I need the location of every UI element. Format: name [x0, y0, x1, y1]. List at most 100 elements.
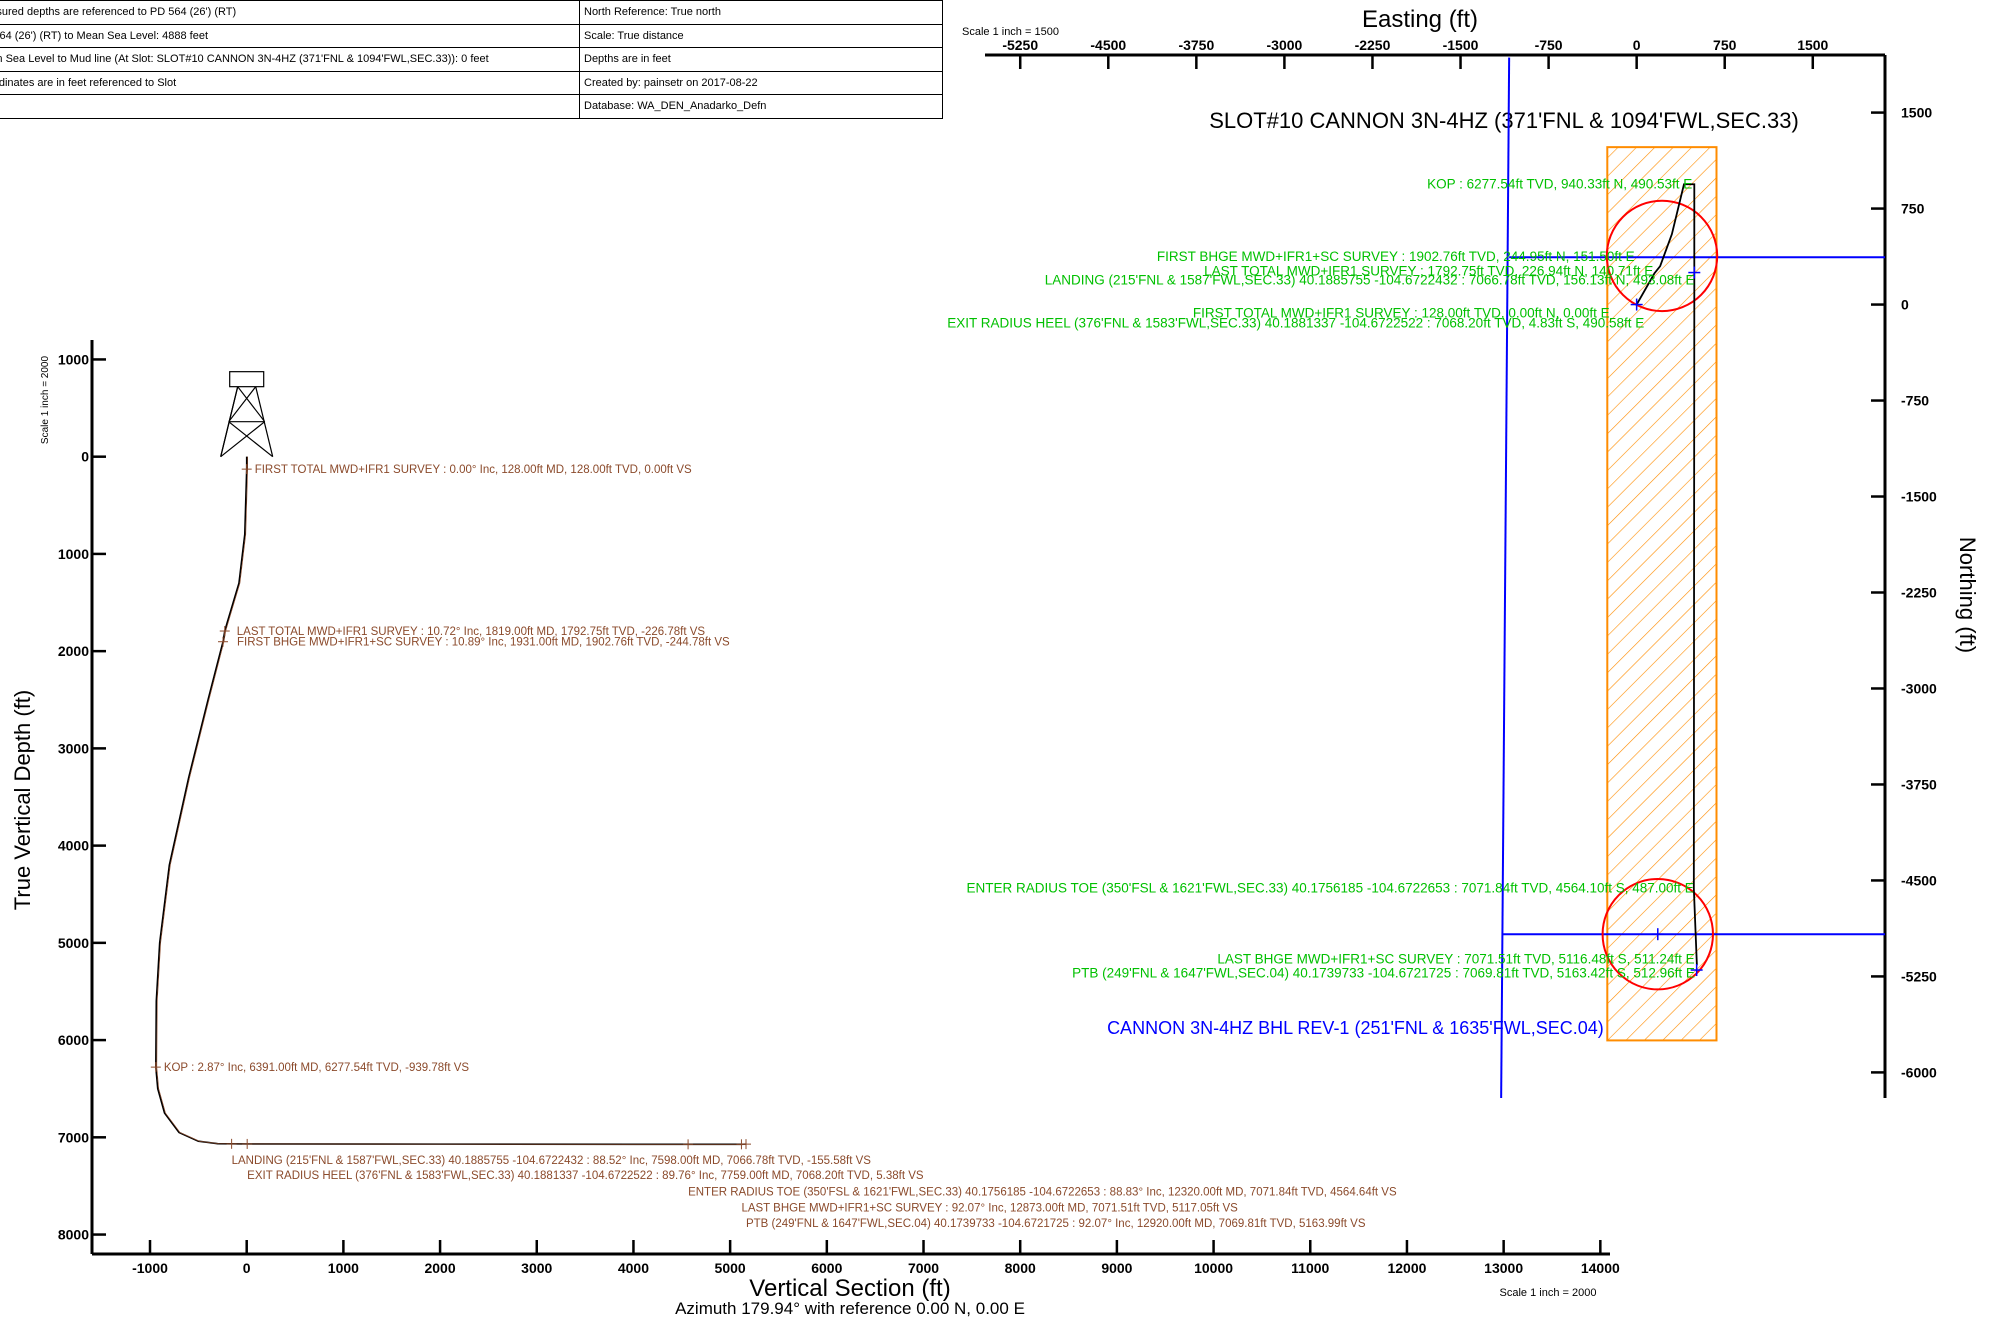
info-cell [0, 94, 580, 119]
vs-annotation: FIRST BHGE MWD+IFR1+SC SURVEY : 10.89° I… [237, 637, 730, 649]
plan-annotation: LAST BHGE MWD+IFR1+SC SURVEY : 7071.51ft… [1217, 951, 1694, 966]
vs-annotation: PTB (249'FNL & 1647'FWL,SEC.04) 40.17397… [746, 1218, 1366, 1230]
plan-y-tick-label: -750 [1901, 393, 1929, 409]
vs-y-tick-label: 8000 [58, 1227, 89, 1243]
plan-x-tick-label: -5250 [1002, 37, 1038, 53]
vs-x-tick-label: 5000 [715, 1260, 746, 1276]
info-row: PD 564 (26') (RT) to Mean Sea Level: 488… [0, 23, 943, 48]
plan-x-tick-label: -750 [1535, 37, 1563, 53]
info-cell: Database: WA_DEN_Anadarko_Defn [579, 94, 943, 119]
plan-annotation: LANDING (215'FNL & 1587'FWL,SEC.33) 40.1… [1045, 273, 1695, 288]
plan-annotation: PTB (249'FNL & 1647'FWL,SEC.04) 40.17397… [1072, 965, 1695, 980]
plan-x-tick-label: -3000 [1267, 37, 1303, 53]
vs-annotation: LAST TOTAL MWD+IFR1 SURVEY : 10.72° Inc,… [237, 626, 706, 638]
plan-annotation: EXIT RADIUS HEEL (376'FNL & 1583'FWL,SEC… [947, 316, 1644, 331]
plan-x-tick-label: -1500 [1443, 37, 1479, 53]
plan-annotation: KOP : 6277.54ft TVD, 940.33ft N, 490.53f… [1427, 176, 1692, 191]
vs-x-tick-label: 7000 [908, 1260, 939, 1276]
derrick-leg [220, 386, 239, 457]
vs-x-tick-label: 6000 [811, 1260, 842, 1276]
plan-annotation: FIRST BHGE MWD+IFR1+SC SURVEY : 1902.76f… [1157, 249, 1635, 264]
info-cell: Mean Sea Level to Mud line (At Slot: SLO… [0, 47, 580, 72]
vs-ylabel: True Vertical Depth (ft) [10, 690, 35, 910]
vs-x-tick-label: 8000 [1005, 1260, 1036, 1276]
vs-y-tick-label: 6000 [58, 1032, 89, 1048]
info-cell: Scale: True distance [579, 23, 943, 48]
vs-x-tick-label: 2000 [424, 1260, 455, 1276]
derrick-top [229, 371, 265, 388]
plan-x-tick-label: -2250 [1355, 37, 1391, 53]
vs-annotation: LANDING (215'FNL & 1587'FWL,SEC.33) 40.1… [232, 1155, 872, 1167]
plan-xlabel: Easting (ft) [1362, 6, 1478, 33]
derrick-leg [255, 386, 274, 457]
info-row: Coordinates are in feet referenced to Sl… [0, 70, 943, 95]
vs-y-tick-label: 2000 [58, 643, 89, 659]
vs-x-tick-label: -1000 [132, 1260, 168, 1276]
vs-y-tick-label: 1000 [58, 546, 89, 562]
tolerance-circle [1601, 878, 1714, 991]
vs-scale-y: Scale 1 inch = 2000 [40, 356, 51, 445]
info-cell: PD 564 (26') (RT) to Mean Sea Level: 488… [0, 23, 580, 48]
vs-x-tick-label: 0 [243, 1260, 251, 1276]
vs-xlabel-azimuth: Azimuth 179.94° with reference 0.00 N, 0… [675, 1299, 1025, 1318]
plan-y-tick-label: -3750 [1901, 776, 1937, 792]
target-box [1606, 146, 1718, 1042]
vs-y-tick-label: 7000 [58, 1129, 89, 1145]
plan-x-tick-label: 0 [1633, 37, 1641, 53]
plan-title: SLOT#10 CANNON 3N-4HZ (371'FNL & 1094'FW… [1209, 108, 1799, 133]
vs-y-tick-label: 1000 [58, 351, 89, 367]
vs-x-tick-label: 12000 [1387, 1260, 1426, 1276]
plan-annotation: LAST TOTAL MWD+IFR1 SURVEY : 1792.75ft T… [1204, 264, 1653, 279]
vs-plan-path [156, 456, 748, 1145]
derrick-leg [220, 386, 239, 457]
info-cell: Depths are in feet [579, 47, 943, 72]
plan-y-tick-label: -1500 [1901, 489, 1937, 505]
derrick-brace [228, 386, 257, 423]
vs-x-tick-label: 9000 [1101, 1260, 1132, 1276]
plan-x-tick-label: 750 [1713, 37, 1737, 53]
vs-well-path [155, 456, 747, 1146]
vs-x-tick-label: 3000 [521, 1260, 552, 1276]
vs-x-tick-label: 14000 [1581, 1260, 1620, 1276]
info-row: Mean Sea Level to Mud line (At Slot: SLO… [0, 47, 943, 72]
plan-plot-area: -5250 -4500 -3750 -3000 -2250 -1500 -750 0 750 15… [947, 37, 1937, 1099]
info-cell: Created by: painsetr on 2017-08-22 [579, 70, 943, 95]
vs-y-tick-label: 4000 [58, 838, 89, 854]
vs-y-tick-label: 0 [81, 449, 89, 465]
vs-x-tick-label: 10000 [1194, 1260, 1233, 1276]
plan-y-tick-label: 750 [1901, 201, 1925, 217]
plan-annotation: CANNON 3N-4HZ BHL REV-1 (251'FNL & 1635'… [1107, 1018, 1604, 1038]
vs-annotation: LAST BHGE MWD+IFR1+SC SURVEY : 92.07° In… [741, 1202, 1238, 1214]
plan-view-chart: Easting (ft) Scale 1 inch = 1500 Northin… [947, 6, 1980, 1099]
plan-y-tick-label: -5250 [1901, 968, 1937, 984]
plan-x-tick-label: 1500 [1797, 37, 1828, 53]
vs-y-tick-label: 5000 [58, 935, 89, 951]
info-cell: Coordinates are in feet referenced to Sl… [0, 70, 580, 95]
plan-x-tick-label: -3750 [1178, 37, 1214, 53]
vs-xlabel: Vertical Section (ft) [749, 1275, 950, 1302]
plan-y-tick-label: 1500 [1901, 105, 1932, 121]
derrick-brace [237, 386, 266, 423]
plan-annotation: FIRST TOTAL MWD+IFR1 SURVEY : 128.00ft T… [1193, 305, 1610, 320]
plan-y-tick-label: -6000 [1901, 1064, 1937, 1080]
vs-x-tick-label: 4000 [618, 1260, 649, 1276]
plan-ylabel: Northing (ft) [1955, 537, 1980, 653]
vs-annotation: ENTER RADIUS TOE (350'FSL & 1621'FWL,SEC… [688, 1186, 1397, 1198]
info-cell: Measured depths are referenced to PD 564… [0, 0, 580, 25]
vs-y-tick-label: 3000 [58, 740, 89, 756]
vs-x-tick-label: 11000 [1291, 1260, 1329, 1276]
plan-scale-x: Scale 1 inch = 1500 [962, 26, 1059, 38]
info-row: Measured depths are referenced to PD 564… [0, 0, 943, 25]
plan-x-tick-label: -4500 [1090, 37, 1126, 53]
plan-annotation: ENTER RADIUS TOE (350'FSL & 1621'FWL,SEC… [966, 881, 1693, 896]
derrick-icon [220, 371, 274, 458]
vs-x-tick-label: 13000 [1484, 1260, 1523, 1276]
tolerance-circle [1605, 199, 1719, 313]
vs-scale-x: Scale 1 inch = 2000 [1500, 1287, 1597, 1299]
plan-y-tick-label: -4500 [1901, 872, 1937, 888]
vs-x-tick-label: 1000 [328, 1260, 359, 1276]
plan-y-tick-label: -2250 [1901, 584, 1937, 600]
info-table: Measured depths are referenced to PD 564… [0, 0, 943, 119]
vs-annotation: FIRST TOTAL MWD+IFR1 SURVEY : 0.00° Inc,… [255, 464, 692, 476]
